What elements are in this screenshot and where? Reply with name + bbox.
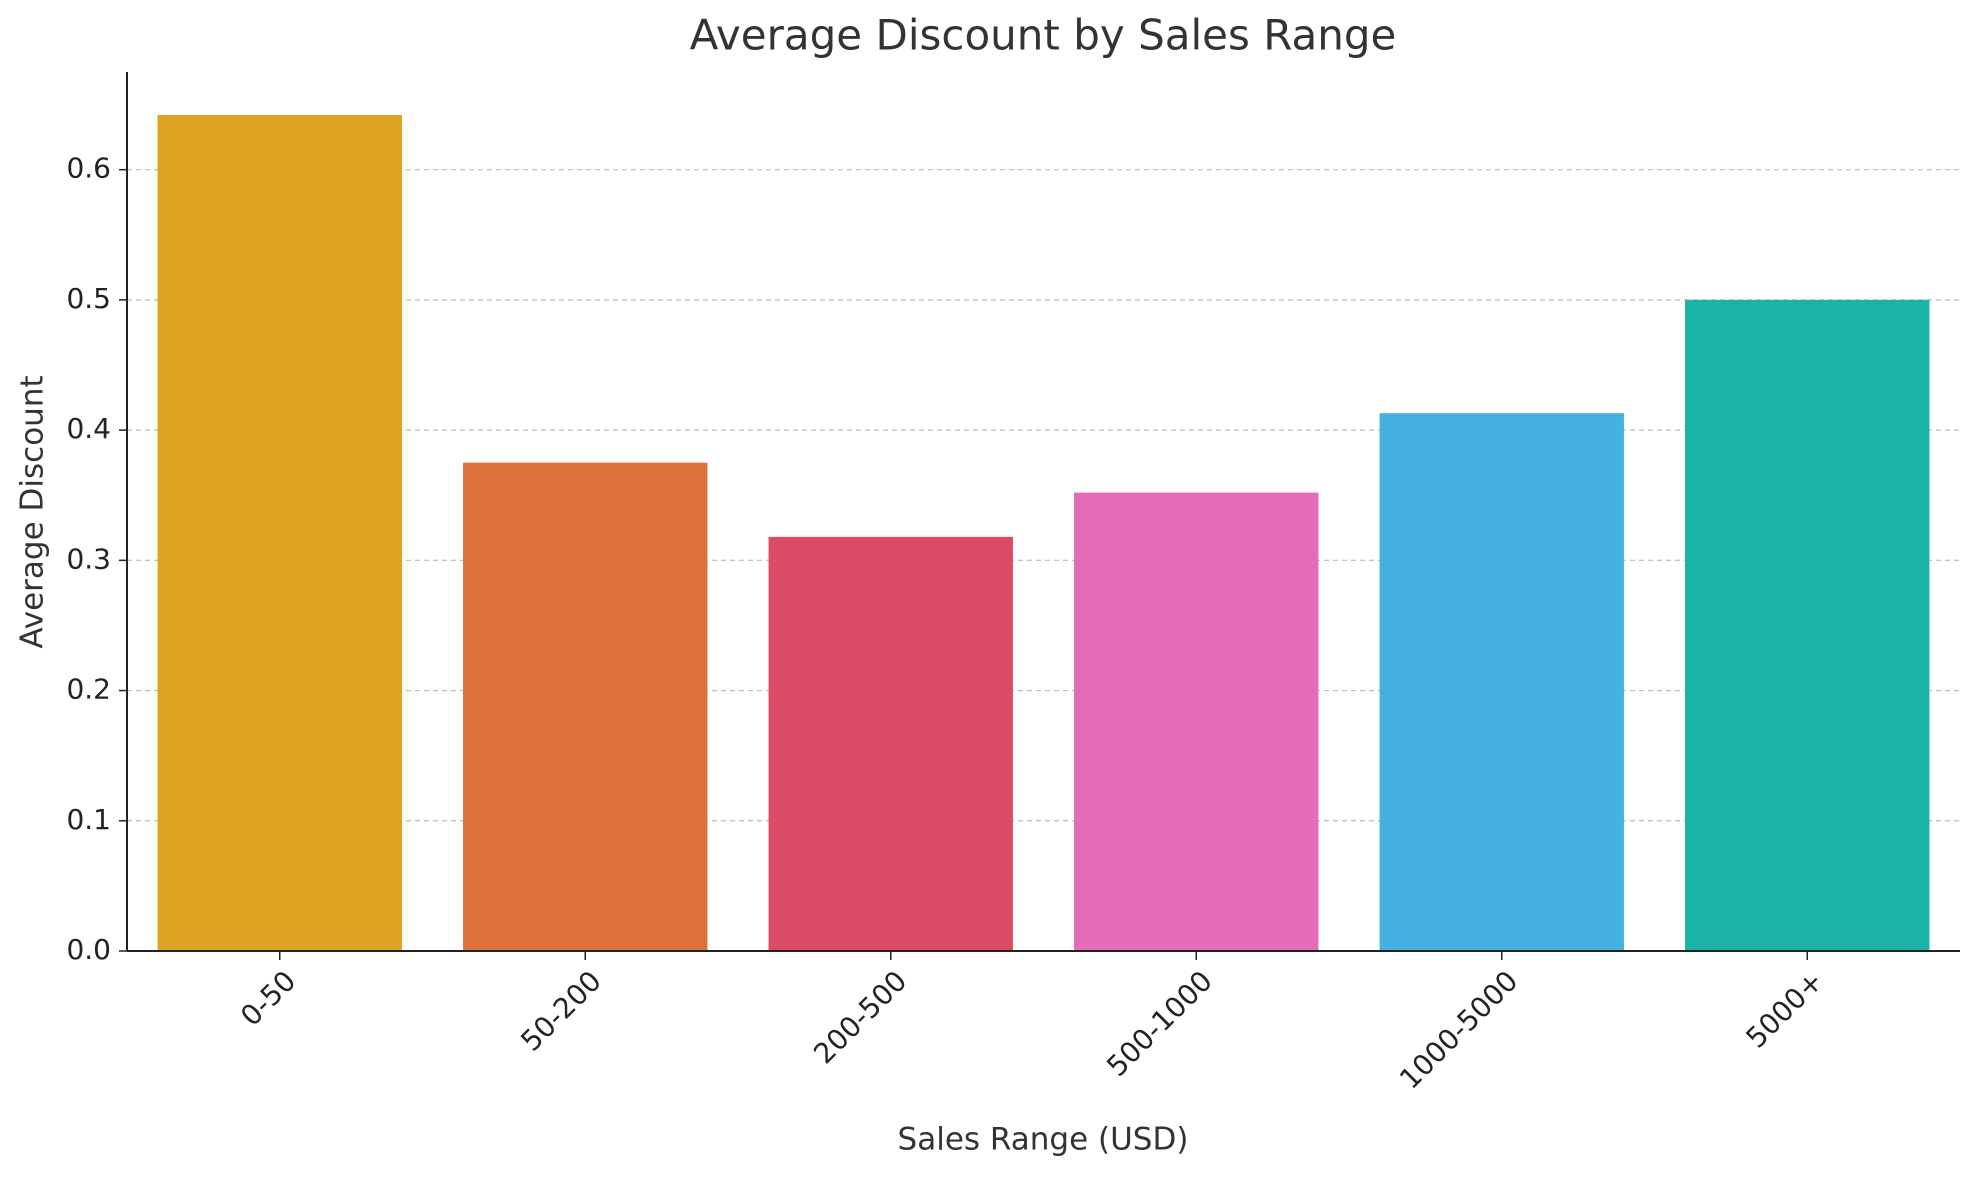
y-tick-label: 0.5: [66, 282, 111, 315]
y-axis-label: Average Discount: [15, 375, 51, 648]
x-tick-label: 5000+: [1740, 964, 1830, 1054]
bar: [1379, 413, 1624, 951]
bar: [157, 114, 402, 952]
x-axis-label: Sales Range (USD): [898, 1122, 1189, 1158]
y-tick-label: 0.4: [66, 412, 111, 445]
x-tick-label: 500-1000: [1100, 964, 1219, 1083]
bar: [1074, 492, 1319, 951]
x-tick-label: 50-200: [514, 964, 607, 1057]
x-tick-label: 0-50: [234, 964, 302, 1032]
x-tick-label: 1000-5000: [1393, 964, 1524, 1095]
x-tick-label: 200-500: [807, 964, 913, 1070]
y-tick-label: 0.0: [66, 933, 111, 966]
y-tick-label: 0.6: [66, 152, 111, 185]
y-tick-label: 0.1: [66, 803, 111, 836]
bar: [463, 462, 708, 951]
y-tick-label: 0.2: [66, 673, 111, 706]
bar: [768, 536, 1013, 951]
y-tick-label: 0.3: [66, 542, 111, 575]
chart-title: Average Discount by Sales Range: [690, 11, 1397, 60]
bar: [1685, 299, 1930, 951]
